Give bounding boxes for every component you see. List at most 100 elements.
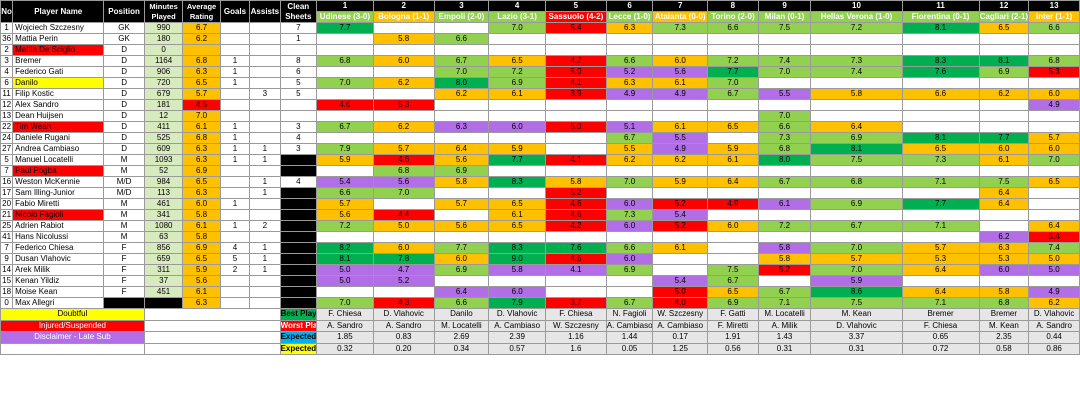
match-rating: [1028, 121, 1080, 133]
player-position: [103, 297, 145, 309]
match-rating: [757, 231, 812, 243]
match-rating: 6.7: [707, 88, 759, 100]
match-rating: [810, 187, 903, 199]
match-rating: [901, 209, 980, 221]
clean-sheets: [279, 154, 318, 166]
clean-sheets: [279, 44, 318, 56]
match-rating: 7.7: [978, 132, 1030, 144]
match-rating: 5.4: [1028, 231, 1080, 243]
goals: 1: [219, 220, 251, 232]
match-rating: [316, 66, 374, 78]
average-rating: 6.1: [182, 286, 221, 298]
match-rating: [316, 44, 374, 56]
match-rating: 5.8: [545, 176, 607, 188]
player-name: Federico Gati: [12, 66, 105, 78]
minutes-played: 906: [143, 66, 184, 78]
average-rating: 6.3: [182, 143, 221, 155]
match-rating: 6.3: [433, 121, 490, 133]
player-position: M: [103, 209, 145, 221]
match-rating: 7.0: [1028, 154, 1080, 166]
assists: 3: [249, 88, 281, 100]
clean-sheets: 1: [279, 33, 318, 45]
match-rating: 6.2: [978, 231, 1030, 243]
match-rating: 6.7: [707, 275, 759, 287]
average-rating: 6.7: [182, 22, 221, 34]
summary-value: 0.72: [901, 342, 980, 355]
match-rating: [707, 165, 759, 177]
assists: [249, 22, 281, 34]
goals: [219, 165, 251, 177]
match-rating: [652, 264, 709, 276]
average-rating: 5.8: [182, 209, 221, 221]
clean-sheets: 4: [279, 176, 318, 188]
match-rating: 7.0: [757, 110, 812, 122]
assists: 1: [249, 187, 281, 199]
player-name: Fabio Miretti: [12, 198, 105, 210]
goals: 1: [219, 77, 251, 89]
match-rating: [488, 165, 546, 177]
assists: [249, 198, 281, 210]
summary-value: A. Milik: [757, 319, 812, 332]
match-rating: 5.8: [757, 242, 812, 254]
match-rating: 5.4: [545, 22, 607, 34]
match-rating: 5.6: [316, 209, 374, 221]
player-number: 7: [0, 242, 14, 254]
assists: [249, 275, 281, 287]
match-rating: 7.2: [757, 220, 812, 232]
summary-value: A. Cambiaso: [605, 319, 654, 332]
match-rating: 7.1: [901, 220, 980, 232]
player-position: F: [103, 242, 145, 254]
match-rating: 5.0: [1028, 264, 1080, 276]
summary-value: 1.6: [545, 342, 607, 355]
match-rating: 6.3: [605, 22, 654, 34]
clean-sheets: [279, 253, 318, 265]
minutes-played: 720: [143, 77, 184, 89]
match-rating: 6.4: [433, 286, 490, 298]
match-rating: 4.4: [372, 209, 435, 221]
match-rating: 5.0: [316, 264, 374, 276]
average-rating: 5.7: [182, 88, 221, 100]
player-row: 4 Federico Gati D 906 6.3 1 6 7.0 7.2 5.0 5.2 5.6 7.…: [0, 66, 1080, 78]
match-rating: 4.9: [652, 88, 709, 100]
header-no: No: [0, 0, 14, 23]
goals: 1: [219, 66, 251, 78]
match-rating: [372, 132, 435, 144]
assists: [249, 44, 281, 56]
match-rating: 6.9: [605, 264, 654, 276]
match-rating: [433, 209, 490, 221]
player-row: 25 Adrien Rabiot M 1080 6.1 1 2 7.2 5.0 5.6 6.5 4.2…: [0, 220, 1080, 232]
match-rating: 7.3: [605, 209, 654, 221]
match-rating: [433, 44, 490, 56]
minutes-played: 856: [143, 242, 184, 254]
match-rating: 7.1: [757, 297, 812, 309]
match-rating: [545, 110, 607, 122]
summary-value: 0.86: [1028, 342, 1080, 355]
summary-value: 2.35: [978, 331, 1030, 344]
player-position: D: [103, 143, 145, 155]
match-rating: 6.4: [707, 176, 759, 188]
average-rating: 6.2: [182, 33, 221, 45]
match-rating: 7.6: [545, 242, 607, 254]
summary-value: 1.91: [707, 331, 759, 344]
match-rating: [901, 99, 980, 111]
match-rating: [545, 132, 607, 144]
match-rating: [901, 187, 980, 199]
minutes-played: 659: [143, 253, 184, 265]
goals: [219, 44, 251, 56]
match-rating: 5.2: [757, 264, 812, 276]
player-number: 18: [0, 286, 14, 298]
match-rating: 5.3: [1028, 66, 1080, 78]
average-rating: 6.5: [182, 176, 221, 188]
match-rating: 5.6: [372, 176, 435, 188]
match-rating: 6.4: [901, 286, 980, 298]
summary-value: M. Kean: [810, 308, 903, 321]
match-rating: [433, 187, 490, 199]
match-rating: 7.2: [488, 66, 546, 78]
assists: 2: [249, 220, 281, 232]
match-rating: 7.5: [810, 297, 903, 309]
player-number: 21: [0, 209, 14, 221]
match-rating: 7.5: [707, 264, 759, 276]
average-rating: 6.0: [182, 198, 221, 210]
goals: [219, 99, 251, 111]
match-rating: [652, 165, 709, 177]
